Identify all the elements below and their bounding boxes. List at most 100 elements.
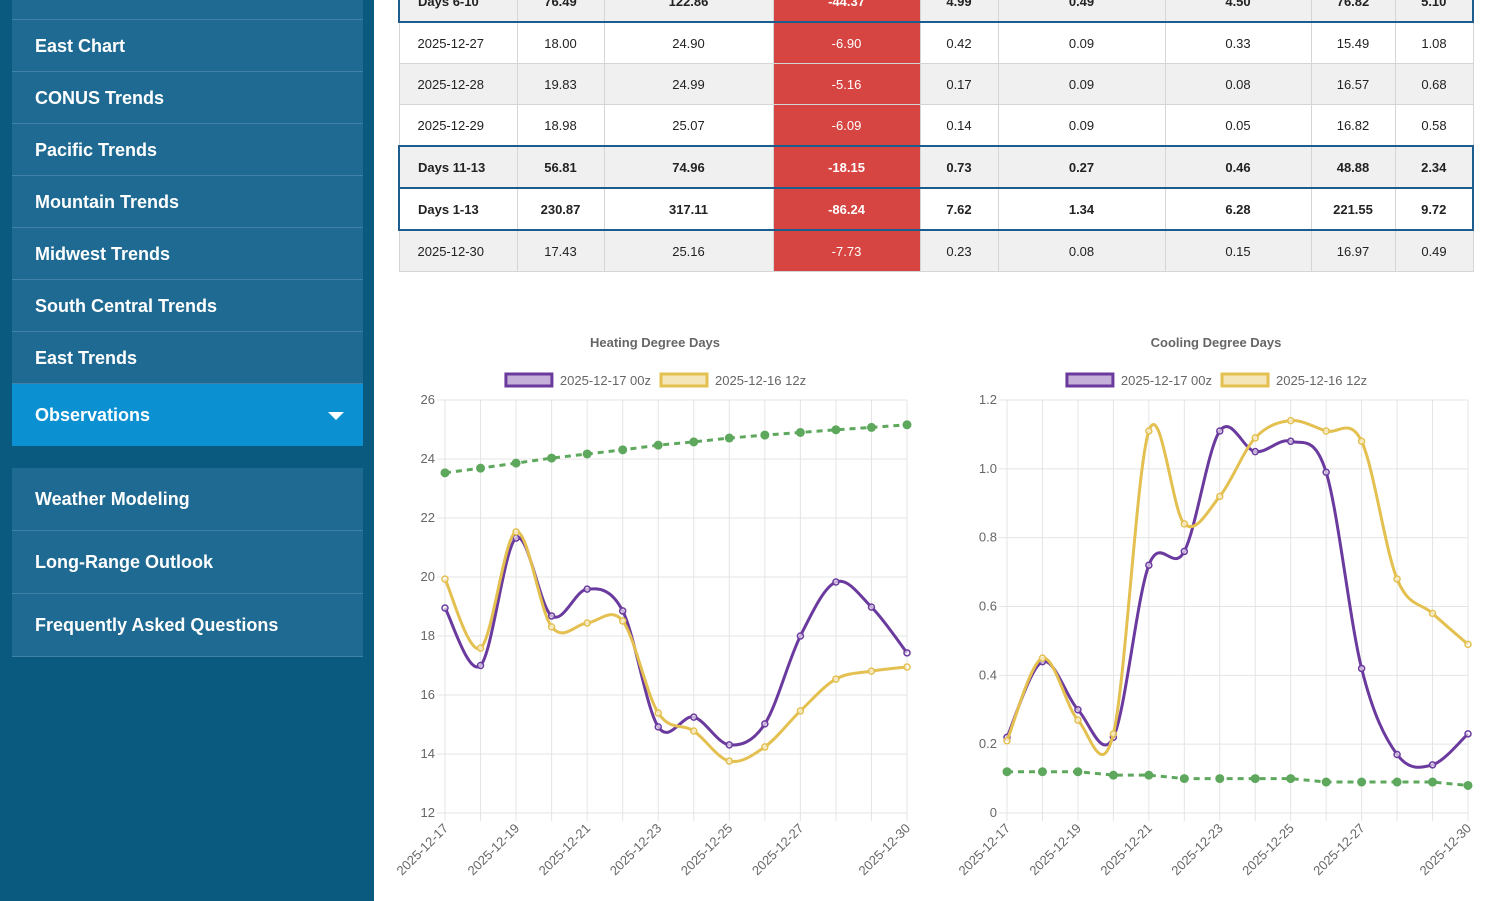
table-cell: 0.27 [997, 145, 1166, 189]
table-cell: 2025-12-30 [398, 229, 518, 272]
data-point [1216, 492, 1224, 501]
x-tick-label: 2025-12-25 [678, 821, 736, 879]
data-point [583, 619, 591, 627]
legend-label: 2025-12-17 00z [1121, 373, 1212, 388]
menu-item[interactable]: Pacific Trends [12, 124, 363, 176]
data-point [1109, 730, 1118, 738]
data-point [547, 453, 557, 463]
menu: Weather Modeling Long-Range Outlook Freque… [12, 468, 363, 657]
table-cell: 1.34 [997, 187, 1166, 231]
menu-item[interactable]: East Trends [12, 332, 363, 384]
data-point [1074, 706, 1082, 714]
data-point [1180, 520, 1189, 528]
data-point [1393, 750, 1401, 759]
table-cell: 4.50 [1164, 0, 1312, 23]
table-cell: 221.55 [1310, 187, 1396, 231]
data-point [1179, 774, 1189, 784]
table-cell: 24.90 [603, 21, 774, 64]
data-point [1145, 561, 1153, 569]
table-cell: 0.73 [919, 145, 999, 189]
data-point [1108, 770, 1118, 780]
y-tick-label: 0.6 [979, 599, 997, 614]
menu-item-partial[interactable] [12, 0, 363, 20]
data-point [1037, 767, 1047, 777]
data-point [1073, 767, 1083, 777]
data-point [795, 427, 805, 437]
data-point [832, 675, 840, 683]
table-cell: 317.11 [603, 187, 774, 231]
table-cell: 7.62 [919, 187, 999, 231]
table-row: Days 6-10 76.49 122.86 -44.37 4.99 0.49 4.50 76… [398, 0, 1474, 23]
x-tick-label: 2025-12-23 [1168, 821, 1226, 879]
menu-item[interactable]: South Central Trends [12, 280, 363, 332]
data-point [1357, 777, 1367, 787]
x-tick-label: 2025-12-19 [1026, 821, 1084, 879]
x-tick-label: 2025-12-17 [393, 821, 451, 879]
data-point [1322, 427, 1330, 435]
data-point [653, 440, 663, 450]
data-point [1286, 416, 1295, 425]
sidebar: East Chart CONUS Trends Pacific Trends Moun… [0, 0, 374, 901]
table-row: Days 11-13 56.81 74.96 -18.15 0.73 0.27 0.46 48… [398, 145, 1474, 189]
table-cell: 0.49 [1394, 229, 1474, 272]
data-point [1251, 447, 1259, 456]
data-point [1464, 730, 1472, 738]
menu-item[interactable]: Midwest Trends [12, 228, 363, 280]
menu-item[interactable]: Weather Modeling [12, 468, 363, 531]
table-cell: 16.82 [1310, 104, 1396, 147]
data-point [1286, 774, 1296, 784]
data-point [690, 727, 698, 735]
x-tick-label: 2025-12-27 [749, 821, 807, 879]
table-cell: Days 11-13 [398, 145, 518, 189]
table-cell: 16.97 [1310, 229, 1396, 272]
legend-swatch [1220, 372, 1270, 388]
menu-item[interactable]: Long-Range Outlook [12, 531, 363, 594]
table-cell: 76.82 [1310, 0, 1396, 23]
y-tick-label: 18 [421, 628, 435, 643]
table-row: 2025-12-30 17.43 25.16 -7.73 0.23 0.08 0.15 16.… [398, 229, 1474, 272]
data-point [832, 578, 840, 586]
table-cell: 0.58 [1394, 104, 1474, 147]
table-cell: 0.23 [919, 229, 999, 272]
data-point [476, 644, 485, 652]
table-cell: -44.37 [772, 0, 921, 23]
menu-item[interactable]: Mountain Trends [12, 176, 363, 228]
data-point [1428, 761, 1437, 769]
table-row: Days 1-13 230.87 317.11 -86.24 7.62 1.34 6.28 2… [398, 187, 1474, 231]
data-point [1357, 437, 1366, 446]
data-point [1321, 777, 1331, 787]
data-point [724, 433, 734, 443]
menu-item[interactable]: East Chart [12, 20, 363, 72]
dropdown-arrow[interactable] [328, 412, 344, 420]
menu-item[interactable]: Frequently Asked Questions [12, 594, 363, 657]
y-tick-label: 16 [421, 687, 435, 702]
table-cell: 0.33 [1164, 21, 1312, 64]
table-row: 2025-12-27 18.00 24.90 -6.90 0.42 0.09 0.33 15.… [398, 21, 1474, 64]
menu-item-active[interactable]: Observations [12, 384, 363, 446]
data-point [761, 743, 769, 751]
legend-swatch [1065, 372, 1115, 388]
x-tick-label: 2025-12-30 [855, 821, 913, 879]
table-cell: 74.96 [603, 145, 774, 189]
y-tick-label: 26 [421, 392, 435, 407]
data-point [867, 603, 876, 611]
y-tick-label: 0.4 [979, 667, 997, 682]
table-cell: 5.10 [1394, 0, 1474, 23]
data-point [866, 422, 876, 432]
legend-label: 2025-12-17 00z [560, 373, 651, 388]
y-tick-label: 22 [421, 510, 435, 525]
data-point [1393, 575, 1401, 583]
y-tick-label: 0.8 [979, 530, 997, 545]
table-cell: 0.17 [919, 63, 999, 105]
data-point [1038, 654, 1047, 662]
data-point [902, 420, 912, 430]
series-line [1005, 419, 1469, 756]
data-point [689, 437, 699, 447]
table-cell: 24.99 [603, 63, 774, 105]
menu-item[interactable]: CONUS Trends [12, 72, 363, 124]
table-cell: -6.90 [772, 21, 921, 64]
table-cell: 1.08 [1394, 21, 1474, 64]
table-cell: 6.28 [1164, 187, 1312, 231]
table-cell: 0.08 [1164, 63, 1312, 105]
